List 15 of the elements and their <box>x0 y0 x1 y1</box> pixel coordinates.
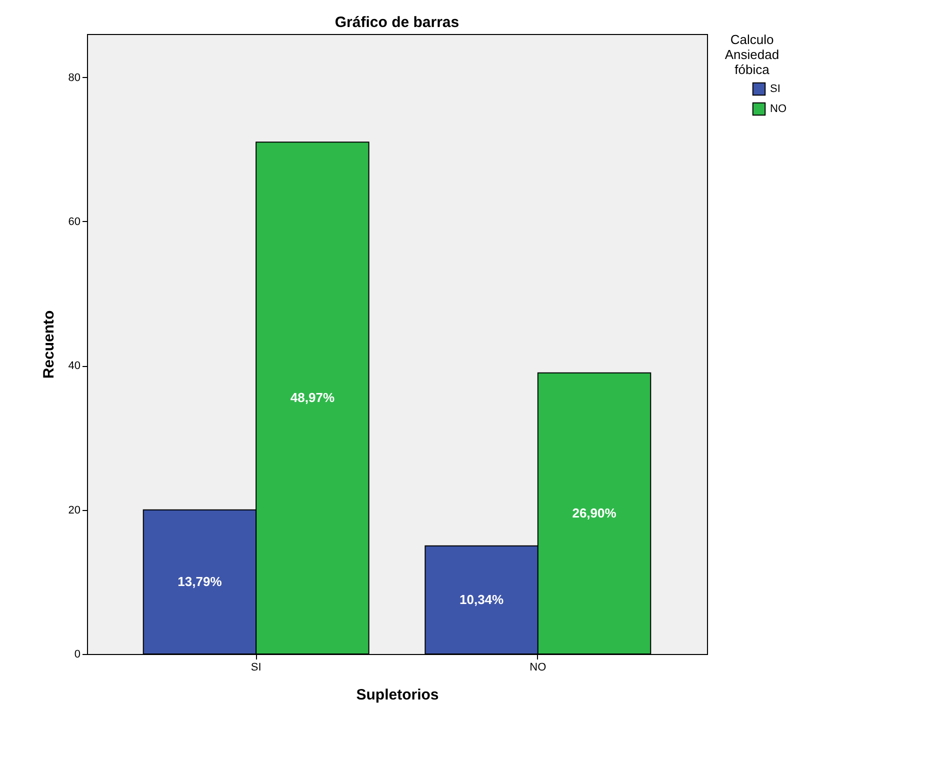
annotation: 13,79% <box>178 574 222 589</box>
y-axis-title: Recuento <box>40 310 58 379</box>
legend-title: Calculo Ansiedad fóbica <box>724 32 780 77</box>
legend-label: SI <box>770 83 780 95</box>
y-tick-label: 20 <box>68 504 80 516</box>
y-tick-label: 40 <box>68 360 80 372</box>
annotation: 48,97% <box>290 390 335 406</box>
y-tick-label: 80 <box>68 72 80 84</box>
chart-title: Gráfico de barras <box>334 14 460 31</box>
x-axis-title: Supletorios <box>356 686 439 704</box>
annotation: 26,90% <box>572 505 617 520</box>
y-tick-label: 60 <box>68 216 80 228</box>
y-tick-label: 0 <box>74 648 80 660</box>
legend-label: NO <box>770 103 787 115</box>
annotation: 10,34% <box>460 592 504 607</box>
